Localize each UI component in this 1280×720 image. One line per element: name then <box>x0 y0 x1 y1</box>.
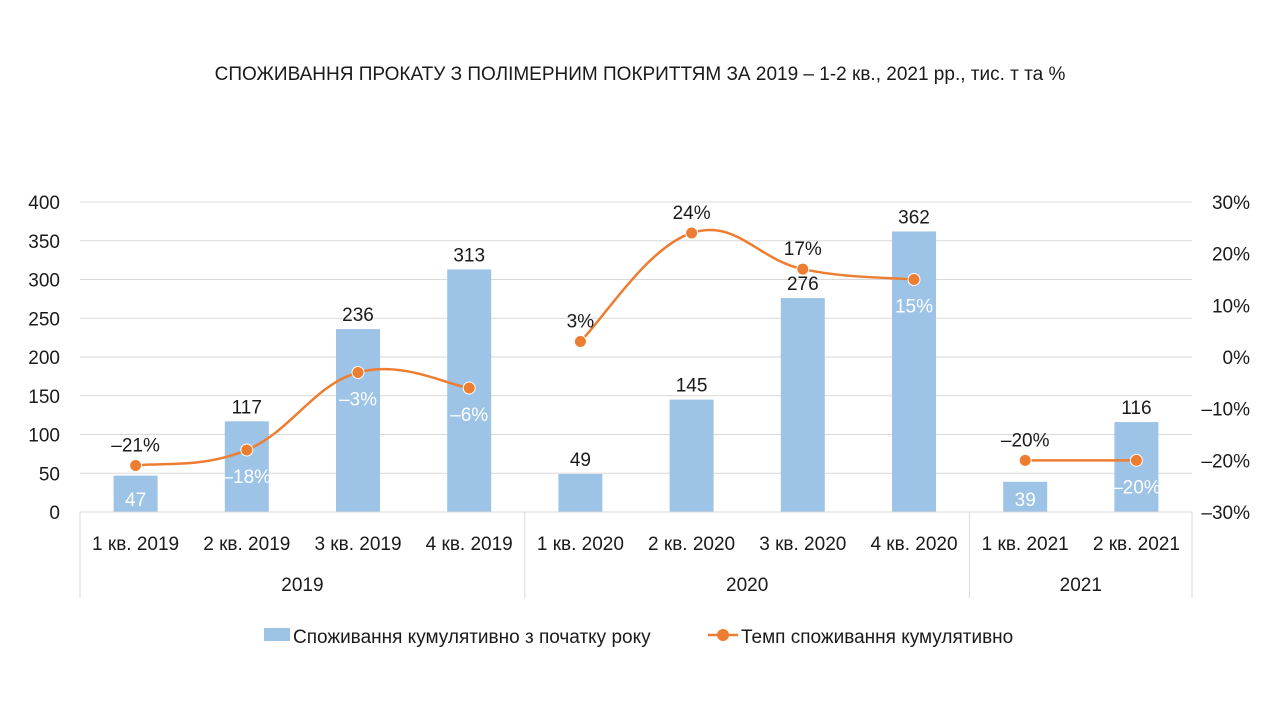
x-category-label: 3 кв. 2019 <box>314 534 401 555</box>
bar-data-label: 145 <box>676 376 708 397</box>
legend-swatch-marker <box>717 629 729 641</box>
line-point <box>1129 453 1143 467</box>
legend: Споживання кумулятивно з початку року Тем… <box>264 627 1013 648</box>
legend-label: Споживання кумулятивно з початку року <box>293 627 651 648</box>
y-left-tick-label: 250 <box>28 309 60 330</box>
y-right-tick-label: 20% <box>1212 245 1250 266</box>
line-point <box>240 443 254 457</box>
y-left-tick-label: 400 <box>28 193 60 214</box>
data-labels: 47 117 236 313 49 145 276 362 39 116 –21% –18% –3% –6… <box>111 203 1161 511</box>
bar-data-label: 362 <box>898 207 930 228</box>
y-right-tick-label: –20% <box>1201 451 1250 472</box>
x-category-label: 1 кв. 2021 <box>982 534 1069 555</box>
y-right-tick-label: 30% <box>1212 193 1250 214</box>
y-left-tick-label: 0 <box>49 503 60 524</box>
x-group-label: 2019 <box>281 575 323 596</box>
x-group-label: 2021 <box>1060 575 1102 596</box>
line-data-label: –3% <box>339 390 377 411</box>
x-category-label: 4 кв. 2019 <box>426 534 513 555</box>
line-point <box>685 226 699 240</box>
line-data-label: –18% <box>222 467 271 488</box>
bar <box>1003 481 1048 512</box>
x-category-label: 2 кв. 2020 <box>648 534 735 555</box>
line-series <box>129 226 1143 472</box>
line-data-label: 15% <box>895 297 933 318</box>
bar-data-label: 276 <box>787 274 819 295</box>
y-left-tick-label: 200 <box>28 348 60 369</box>
line-point <box>129 459 143 472</box>
line-point <box>573 335 587 348</box>
y-left-tick-label: 50 <box>39 464 60 485</box>
x-category-label: 1 кв. 2020 <box>537 534 624 555</box>
line-point <box>907 273 921 286</box>
line-path <box>579 228 915 343</box>
bar <box>1114 422 1159 512</box>
y-left-tick-label: 350 <box>28 232 60 253</box>
line-data-label: 17% <box>784 239 822 260</box>
bar-data-label: 39 <box>1015 490 1036 511</box>
bar-data-label: 117 <box>232 397 262 418</box>
y-right-tick-label: 0% <box>1223 348 1251 369</box>
axes: 0 50 100 150 200 250 300 350 400 –30% –20% –10% 0% 10… <box>28 193 1250 598</box>
y-right-tick-label: 10% <box>1212 296 1250 317</box>
bar <box>669 399 714 512</box>
bar-data-label: 116 <box>1121 398 1151 419</box>
x-category-label: 2 кв. 2021 <box>1093 534 1180 555</box>
bar-data-label: 236 <box>342 305 374 326</box>
bar-data-label: 313 <box>453 245 485 266</box>
line-point <box>796 262 810 276</box>
bar <box>113 475 158 512</box>
line-data-label: –20% <box>1001 430 1050 451</box>
line-point <box>462 381 476 395</box>
x-group-label: 2020 <box>726 575 768 596</box>
x-category-label: 2 кв. 2019 <box>203 534 290 555</box>
y-left-tick-label: 100 <box>28 426 60 447</box>
bar-series <box>113 231 1159 512</box>
legend-label: Темп споживання кумулятивно <box>741 627 1013 648</box>
chart-title: СПОЖИВАННЯ ПРОКАТУ З ПОЛІМЕРНИМ ПОКРИТТЯ… <box>214 64 1066 85</box>
bar <box>780 298 825 512</box>
line-point <box>1018 453 1032 467</box>
x-category-label: 3 кв. 2020 <box>759 534 846 555</box>
y-right-tick-label: –30% <box>1201 503 1250 524</box>
legend-swatch-bar <box>264 628 290 641</box>
gridlines <box>80 201 1192 474</box>
y-left-tick-label: 300 <box>28 271 60 292</box>
y-right-tick-label: –10% <box>1201 400 1250 421</box>
line-data-label: 3% <box>567 312 595 333</box>
bar <box>224 421 269 512</box>
x-category-label: 4 кв. 2020 <box>870 534 957 555</box>
line-path <box>135 367 470 467</box>
y-left-tick-label: 150 <box>28 387 60 408</box>
line-data-label: –21% <box>111 436 160 457</box>
line-data-label: –20% <box>1112 477 1161 498</box>
line-data-label: –6% <box>450 405 488 426</box>
bar-data-label: 47 <box>125 490 146 511</box>
bar <box>558 474 603 512</box>
bar <box>336 329 380 512</box>
x-category-label: 1 кв. 2019 <box>92 534 179 555</box>
line-data-label: 24% <box>673 203 711 224</box>
bar-data-label: 49 <box>570 450 591 471</box>
line-point <box>351 366 365 379</box>
